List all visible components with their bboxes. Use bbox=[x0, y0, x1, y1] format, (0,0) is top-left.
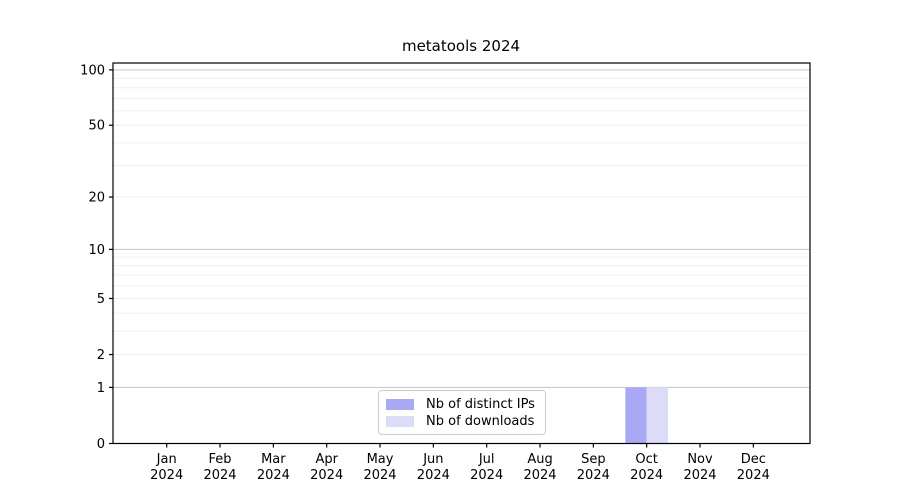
y-tick-label: 2 bbox=[97, 348, 105, 363]
legend-swatch-downloads bbox=[386, 416, 414, 427]
y-tick-label: 50 bbox=[88, 119, 105, 134]
legend-item-distinct-ips: Nb of distinct IPs bbox=[386, 396, 537, 413]
bars-layer bbox=[625, 387, 669, 444]
x-tick-label: Feb 2024 bbox=[203, 452, 236, 483]
y-tick-label: 100 bbox=[80, 63, 105, 78]
x-tick-label: Jan 2024 bbox=[150, 452, 183, 483]
x-tick-label: Dec 2024 bbox=[737, 452, 770, 483]
y-tick-label: 20 bbox=[88, 191, 105, 206]
legend-label-downloads: Nb of downloads bbox=[426, 414, 535, 429]
x-tick-label: Jul 2024 bbox=[470, 452, 503, 483]
x-tick-label: Oct 2024 bbox=[630, 452, 663, 483]
x-tick-label: May 2024 bbox=[363, 452, 396, 483]
bar-distinct-ips[interactable] bbox=[625, 387, 647, 444]
gridlines-layer bbox=[113, 69, 810, 388]
y-tick-label: 0 bbox=[97, 437, 105, 452]
x-tick-label: Apr 2024 bbox=[310, 452, 343, 483]
x-tick-label: Aug 2024 bbox=[523, 452, 556, 483]
x-tick-label: Sep 2024 bbox=[577, 452, 610, 483]
y-tick-label: 1 bbox=[97, 381, 105, 396]
y-tick-label: 5 bbox=[97, 292, 105, 307]
x-tick-label: Nov 2024 bbox=[683, 452, 716, 483]
chart-title: metatools 2024 bbox=[402, 37, 520, 55]
bar-downloads[interactable] bbox=[646, 387, 669, 444]
x-tick-label: Mar 2024 bbox=[257, 452, 290, 483]
y-tick-label: 10 bbox=[88, 243, 105, 258]
legend-item-downloads: Nb of downloads bbox=[386, 413, 537, 430]
axes-layer: 0 1 2 5 10 20 50 100 Jan 2024 Feb 2024 Mar 2024 Apr 202… bbox=[80, 62, 811, 483]
legend-label-distinct-ips: Nb of distinct IPs bbox=[426, 397, 535, 412]
x-tick-label: Jun 2024 bbox=[417, 452, 450, 483]
plot-border bbox=[112, 62, 811, 445]
legend-swatch-distinct-ips bbox=[386, 399, 414, 410]
legend: Nb of distinct IPs Nb of downloads bbox=[378, 390, 546, 435]
